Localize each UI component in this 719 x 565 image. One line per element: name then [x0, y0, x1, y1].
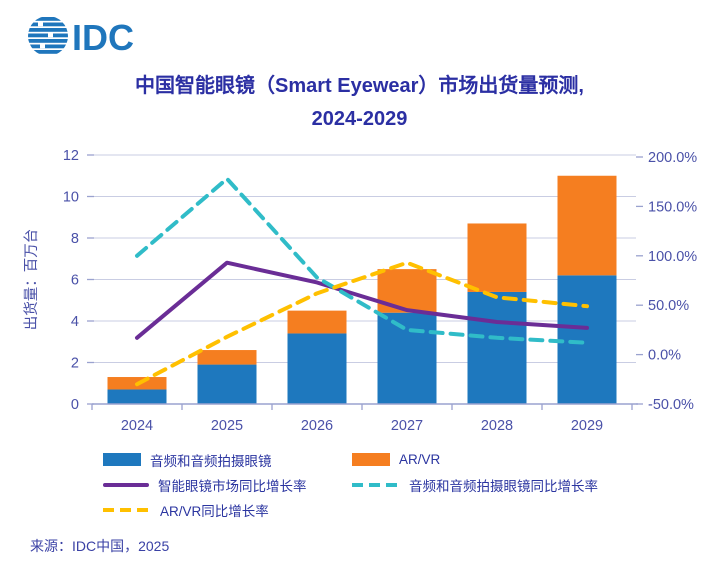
chart-plot-area: 0 2 4 6 8 10 12 出货量：百万台 200.0% 150.0% 100.0% 50.0% 0… [23, 148, 697, 434]
chart-title: 中国智能眼镜（Smart Eyewear）市场出货量预测, 2024-2029 [0, 70, 719, 136]
x-axis-category-label: 2024 [121, 418, 153, 434]
legend-label: AR/VR [399, 452, 441, 467]
right-axis-tick-label: -50.0% [648, 397, 694, 413]
bar-segment [107, 389, 167, 404]
legend-item: AR/VR [352, 452, 598, 467]
left-axis-tick-label: 12 [63, 148, 79, 164]
legend-label: 音频和音频拍摄眼镜 [150, 453, 272, 469]
growth-line [135, 260, 589, 387]
bar-segment [197, 364, 257, 404]
x-axis-category-label: 2026 [301, 418, 333, 434]
bar-segment [287, 333, 347, 404]
growth-line [135, 176, 589, 345]
x-axis-category-label: 2027 [391, 418, 423, 434]
legend-item: 音频和音频拍摄眼镜 [103, 452, 352, 469]
x-axis-category-label: 2029 [571, 418, 603, 434]
globe-icon [28, 17, 68, 54]
legend-item: AR/VR同比增长率 [103, 502, 352, 519]
right-axis-tick-label: 50.0% [648, 298, 689, 314]
bar-segment [377, 312, 437, 404]
left-axis-tick-label: 10 [63, 190, 79, 206]
growth-line [135, 260, 589, 340]
legend-swatch-icon [103, 482, 149, 487]
right-axis-tick-label: 100.0% [648, 249, 697, 265]
bar-segment [197, 350, 257, 365]
legend-label: 智能眼镜市场同比增长率 [158, 478, 307, 494]
right-axis-tick-label: 0.0% [648, 348, 681, 364]
left-axis-tick-label: 8 [71, 231, 79, 247]
chart-title-line1: 中国智能眼镜（Smart Eyewear）市场出货量预测, [135, 75, 584, 97]
bar-segment [467, 291, 527, 404]
left-axis-tick-label: 4 [71, 314, 79, 330]
right-axis-tick-label: 200.0% [648, 150, 697, 166]
bar-segment [377, 269, 437, 313]
legend-swatch-icon [352, 482, 400, 487]
left-axis-tick-label: 0 [71, 397, 79, 413]
source-note: 来源：IDC中国，2025 [30, 538, 170, 554]
bar-segment [557, 275, 617, 404]
idc-logo: IDC [28, 17, 134, 58]
legend-label: 音频和音频拍摄眼镜同比增长率 [409, 478, 598, 494]
right-axis-tick-label: 150.0% [648, 199, 697, 215]
bar-segment [467, 223, 527, 292]
legend-swatch-icon [352, 453, 390, 466]
legend-swatch-icon [103, 453, 141, 466]
left-axis-tick-label: 6 [71, 273, 79, 289]
left-axis-tick-label: 2 [71, 356, 79, 372]
legend-item: 音频和音频拍摄眼镜同比增长率 [352, 477, 598, 494]
logo-text: IDC [72, 17, 134, 58]
x-axis-category-label: 2025 [211, 418, 243, 434]
chart-title-line2: 2024-2029 [311, 108, 408, 130]
x-axis-category-label: 2028 [481, 418, 513, 434]
legend-swatch-icon [103, 507, 151, 512]
bar-segment [557, 175, 617, 276]
left-axis-title: 出货量：百万台 [23, 229, 40, 331]
bar-segment [287, 310, 347, 334]
legend-label: AR/VR同比增长率 [160, 503, 269, 519]
legend-item: 智能眼镜市场同比增长率 [103, 477, 352, 494]
chart-legend: 音频和音频拍摄眼镜 AR/VR 智能眼镜市场同比增长率 音频和音频拍摄眼镜同比增长率 A… [103, 452, 598, 519]
